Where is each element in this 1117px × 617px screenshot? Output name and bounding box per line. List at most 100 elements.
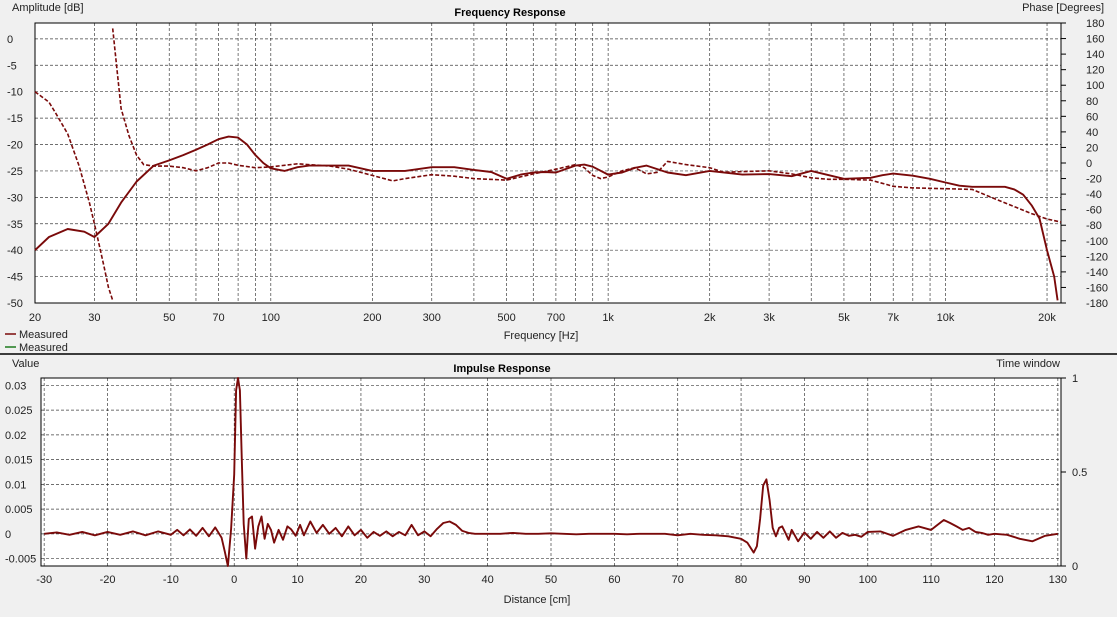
legend: Measured Measured (5, 329, 68, 354)
amplitude-tick-label: -10 (7, 87, 23, 99)
distance-tick-label: 100 (859, 574, 877, 586)
distance-tick-label: 60 (608, 574, 620, 586)
distance-x-ticks: -30 -20 -10 0 10 20 30 40 50 60 70 80 90 100 110 120 130 (36, 574, 1067, 586)
phase-tick-label: 160 (1086, 34, 1104, 46)
amplitude-tick-label: -30 (7, 192, 23, 204)
frequency-tick-label: 500 (497, 312, 515, 324)
frequency-tick-label: 10k (937, 312, 955, 324)
distance-tick-label: 10 (291, 574, 303, 586)
value-tick-label: 0.005 (5, 504, 33, 516)
distance-tick-label: -20 (100, 574, 116, 586)
amplitude-tick-label: -40 (7, 245, 23, 257)
frequency-tick-label: 1k (602, 312, 614, 324)
value-tick-label: 0.025 (5, 405, 33, 417)
amplitude-y-ticks: 0 -5 -10 -15 -20 -25 -30 -35 -40 -45 -50 (7, 34, 23, 310)
legend-label-measured-1: Measured (19, 329, 68, 341)
phase-tick-label: -140 (1086, 267, 1108, 279)
phase-axis-label: Phase [Degrees] (1022, 2, 1104, 14)
phase-tick-label: 60 (1086, 111, 1098, 123)
value-axis-label: Value (12, 358, 39, 370)
time-window-tick-label: 0.5 (1072, 467, 1087, 479)
frequency-axis-label: Frequency [Hz] (504, 330, 579, 342)
phase-tick-label: 100 (1086, 80, 1104, 92)
frequency-tick-label: 30 (88, 312, 100, 324)
frequency-tick-label: 50 (163, 312, 175, 324)
phase-tick-label: -180 (1086, 298, 1108, 310)
phase-tick-label: -80 (1086, 220, 1102, 232)
frequency-x-ticks: 20 30 50 70 100 200 300 500 700 1k 2k 3k 5k 7k 10k 20k (29, 312, 1057, 324)
distance-tick-label: 80 (735, 574, 747, 586)
frequency-series-line-2 (34, 91, 114, 301)
value-tick-label: 0.03 (5, 380, 26, 392)
frequency-tick-label: 20k (1038, 312, 1056, 324)
phase-tick-label: 80 (1086, 96, 1098, 108)
frequency-tick-label: 2k (704, 312, 716, 324)
value-tick-label: -0.005 (5, 554, 36, 566)
phase-tick-label: -20 (1086, 174, 1102, 186)
phase-tick-label: -40 (1086, 189, 1102, 201)
frequency-tick-label: 3k (763, 312, 775, 324)
distance-tick-label: -30 (36, 574, 52, 586)
impulse-series-line-1 (44, 377, 1058, 567)
legend-label-measured-2: Measured (19, 342, 68, 354)
value-tick-label: 0 (5, 529, 11, 541)
phase-tick-label: -60 (1086, 205, 1102, 217)
phase-tick-label: 120 (1086, 65, 1104, 77)
impulse-chart-title: Impulse Response (453, 363, 550, 375)
distance-tick-label: 0 (231, 574, 237, 586)
frequency-tick-label: 200 (363, 312, 381, 324)
frequency-chart-title: Frequency Response (454, 7, 565, 19)
phase-tick-label: -120 (1086, 251, 1108, 263)
amplitude-tick-label: -50 (7, 298, 23, 310)
distance-tick-label: 70 (672, 574, 684, 586)
phase-tick-label: 0 (1086, 158, 1092, 170)
phase-tick-label: -100 (1086, 236, 1108, 248)
frequency-plot-area (34, 22, 1062, 304)
frequency-series-line-3 (111, 28, 1062, 223)
distance-tick-label: 120 (985, 574, 1003, 586)
value-tick-label: 0.01 (5, 479, 26, 491)
amplitude-axis-label: Amplitude [dB] (12, 2, 84, 14)
phase-tick-label: 20 (1086, 142, 1098, 154)
frequency-tick-label: 700 (547, 312, 565, 324)
amplitude-tick-label: -35 (7, 219, 23, 231)
frequency-tick-label: 5k (838, 312, 850, 324)
distance-tick-label: 90 (798, 574, 810, 586)
frequency-tick-label: 20 (29, 312, 41, 324)
amplitude-tick-label: 0 (7, 34, 13, 46)
distance-tick-label: -10 (163, 574, 179, 586)
distance-tick-label: 50 (545, 574, 557, 586)
value-y-ticks: 0.03 0.025 0.02 0.015 0.01 0.005 0 -0.005 (5, 380, 36, 565)
time-window-tick-label: 0 (1072, 561, 1078, 573)
time-window-axis-label: Time window (996, 358, 1060, 370)
phase-tick-label: 40 (1086, 127, 1098, 139)
phase-tick-label: 140 (1086, 49, 1104, 61)
amplitude-tick-label: -5 (7, 60, 17, 72)
frequency-tick-label: 70 (212, 312, 224, 324)
distance-tick-label: 40 (482, 574, 494, 586)
impulse-series (44, 377, 1058, 567)
phase-tick-label: -160 (1086, 282, 1108, 294)
frequency-tick-label: 100 (262, 312, 280, 324)
impulse-plot-area (40, 377, 1062, 567)
value-tick-label: 0.015 (5, 455, 33, 467)
frequency-tick-label: 7k (887, 312, 899, 324)
amplitude-tick-label: -20 (7, 140, 23, 152)
amplitude-tick-label: -45 (7, 272, 23, 284)
frequency-gridlines (35, 23, 1061, 303)
phase-tick-label: 180 (1086, 18, 1104, 30)
distance-axis-label: Distance [cm] (504, 594, 571, 606)
frequency-response-panel: 20 30 50 70 100 200 300 500 700 1k 2k 3k 5k 7k 10k 20k … (5, 2, 1108, 354)
distance-tick-label: 110 (922, 574, 940, 586)
distance-tick-label: 30 (418, 574, 430, 586)
amplitude-tick-label: -15 (7, 113, 23, 125)
amplitude-tick-label: -25 (7, 166, 23, 178)
time-window-y-ticks: 10.50 (1061, 373, 1087, 573)
phase-y-ticks: 180 160 140 120 100 80 60 40 20 0 -20 -40 -60 -80 -100… (1061, 18, 1108, 310)
distance-tick-label: 20 (355, 574, 367, 586)
frequency-tick-label: 300 (423, 312, 441, 324)
impulse-response-panel: -30 -20 -10 0 10 20 30 40 50 60 70 80 90 100 110 120 130… (5, 358, 1087, 606)
value-tick-label: 0.02 (5, 430, 26, 442)
time-window-tick-label: 1 (1072, 373, 1078, 385)
